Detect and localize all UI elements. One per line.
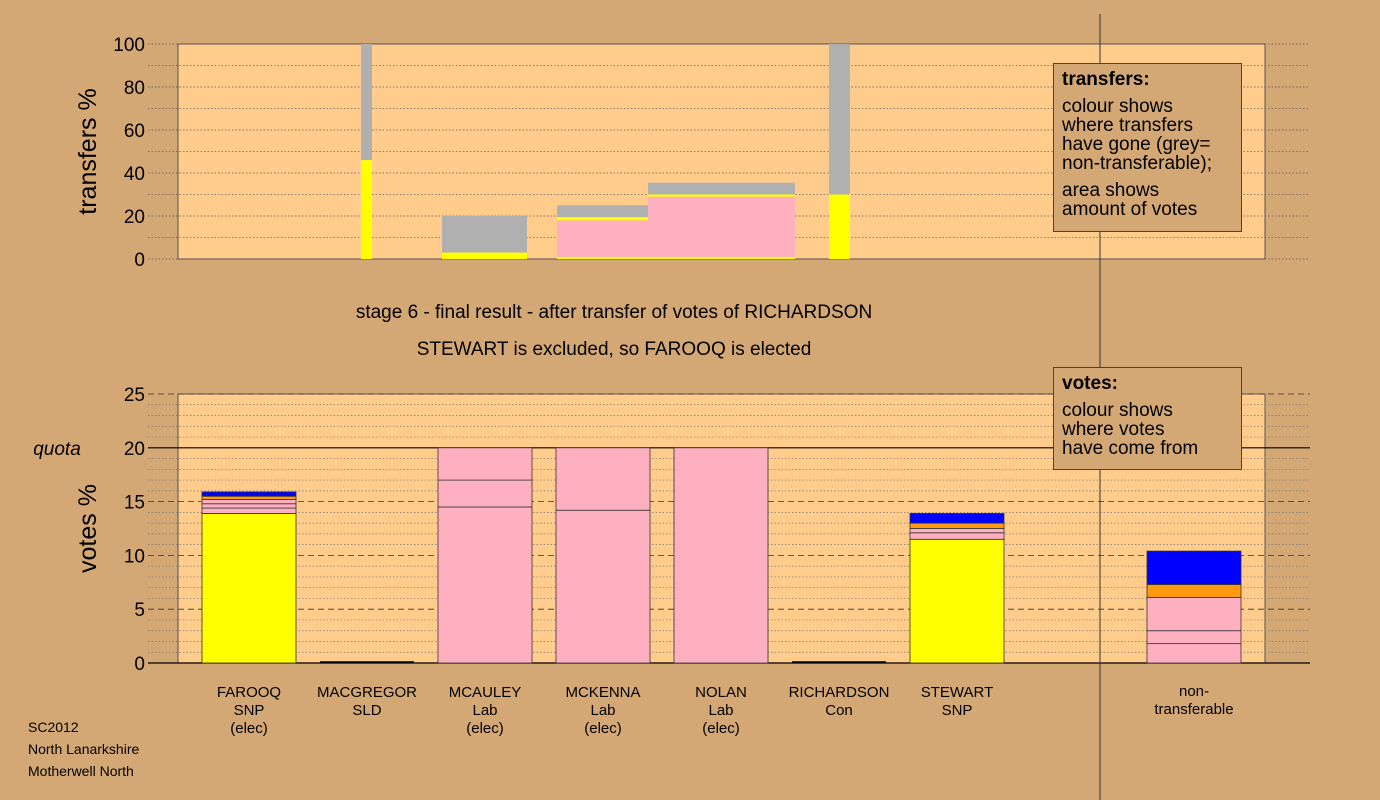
transfers-tick-label: 100	[113, 35, 145, 56]
vote-segment	[1146, 584, 1242, 598]
vote-segment	[1146, 596, 1242, 632]
transfer-segment	[648, 194, 795, 197]
votes-tick-label: 10	[124, 546, 145, 567]
candidate-label: Lab	[472, 702, 497, 719]
transfer-segment	[648, 256, 795, 259]
candidate-label: (elec)	[702, 720, 740, 737]
election-id: SC2012	[28, 719, 79, 735]
votes-tick-label: 5	[134, 600, 145, 621]
transfer-segment	[361, 160, 372, 259]
transfers-legend-text-1: colour shows where transfers have gone (…	[1062, 97, 1233, 173]
transfer-segment	[829, 44, 850, 195]
legend-line: where transfers	[1062, 115, 1193, 136]
vote-segment	[201, 513, 297, 664]
stage-result: STEWART is excluded, so FAROOQ is electe…	[417, 339, 812, 360]
candidate-label: FAROOQ	[217, 684, 281, 701]
transfers-tick-label: 60	[124, 121, 145, 142]
transfers-legend-title: transfers:	[1062, 69, 1150, 90]
candidate-label: SLD	[352, 702, 381, 719]
vote-segment	[555, 447, 651, 511]
candidate-label: (elec)	[230, 720, 268, 737]
vote-segment	[201, 491, 297, 497]
transfers-tick-label: 0	[134, 250, 145, 271]
vote-segment	[437, 479, 533, 508]
transfer-segment	[557, 220, 648, 257]
transfer-segment	[557, 217, 648, 221]
stage-description: stage 6 - final result - after transfer …	[356, 302, 872, 323]
vote-segment	[673, 447, 769, 664]
legend-line: have come from	[1062, 438, 1199, 459]
legend-line: have gone (grey=	[1062, 134, 1211, 155]
candidate-label: MCAULEY	[449, 684, 522, 701]
votes-tick-label: 25	[124, 385, 145, 406]
candidate-label: NOLAN	[695, 684, 747, 701]
vote-segment	[201, 499, 297, 505]
transfers-tick-label: 80	[124, 78, 145, 99]
vote-segment	[909, 522, 1005, 529]
vote-segment	[909, 513, 1005, 524]
candidate-label: Lab	[708, 702, 733, 719]
transfers-legend: transfers: colour shows where transfers …	[1053, 63, 1242, 232]
vote-segment	[555, 509, 651, 664]
vote-segment	[909, 528, 1005, 534]
candidate-label: SNP	[234, 702, 265, 719]
votes-axis-label: votes %	[74, 484, 102, 573]
candidate-label: transferable	[1154, 701, 1233, 718]
vote-segment	[1146, 643, 1242, 664]
candidate-label: Con	[825, 702, 853, 719]
transfers-tick-label: 20	[124, 207, 145, 228]
legend-line: colour shows	[1062, 96, 1173, 117]
candidate-label: RICHARDSON	[789, 684, 890, 701]
candidate-label: MACGREGOR	[317, 684, 417, 701]
votes-legend-text: colour shows where votes have come from	[1062, 401, 1233, 458]
votes-legend: votes: colour shows where votes have com…	[1053, 367, 1242, 470]
candidate-label: Lab	[590, 702, 615, 719]
quota-label: quota	[33, 439, 81, 460]
transfer-segment	[648, 196, 795, 257]
vote-segment	[437, 506, 533, 664]
transfer-segment	[361, 44, 372, 161]
legend-line: area shows	[1062, 180, 1160, 201]
candidate-label: SNP	[942, 702, 973, 719]
candidate-label: STEWART	[921, 684, 994, 701]
vote-segment	[909, 538, 1005, 664]
transfer-segment	[442, 216, 527, 253]
votes-tick-label: 20	[124, 439, 145, 460]
election-info: SC2012 North Lanarkshire Motherwell Nort…	[28, 716, 139, 782]
candidate-label: MCKENNA	[565, 684, 640, 701]
vote-segment	[909, 532, 1005, 540]
transfers-legend-text-2: area shows amount of votes	[1062, 181, 1233, 219]
vote-segment	[437, 447, 533, 481]
transfers-axis-label: transfers %	[74, 88, 102, 214]
vote-segment	[201, 503, 297, 509]
transfer-segment	[557, 256, 648, 259]
transfer-segment	[648, 182, 795, 195]
vote-segment	[1146, 550, 1242, 585]
legend-line: amount of votes	[1062, 199, 1198, 220]
ward-name: Motherwell North	[28, 763, 134, 779]
votes-tick-label: 15	[124, 493, 145, 514]
transfer-segment	[557, 205, 648, 218]
transfer-segment	[442, 252, 527, 259]
candidate-label: (elec)	[466, 720, 504, 737]
vote-segment	[201, 495, 297, 500]
candidate-label: (elec)	[584, 720, 622, 737]
votes-tick-label: 0	[134, 654, 145, 675]
transfer-segment	[829, 194, 850, 259]
vote-segment	[201, 507, 297, 514]
legend-line: non-transferable);	[1062, 153, 1212, 174]
legend-line: where votes	[1062, 419, 1165, 440]
candidate-label: non-	[1179, 683, 1209, 700]
council-name: North Lanarkshire	[28, 741, 140, 757]
votes-legend-title: votes:	[1062, 373, 1118, 394]
transfers-tick-label: 40	[124, 164, 145, 185]
vote-segment	[1146, 630, 1242, 645]
legend-line: colour shows	[1062, 400, 1173, 421]
